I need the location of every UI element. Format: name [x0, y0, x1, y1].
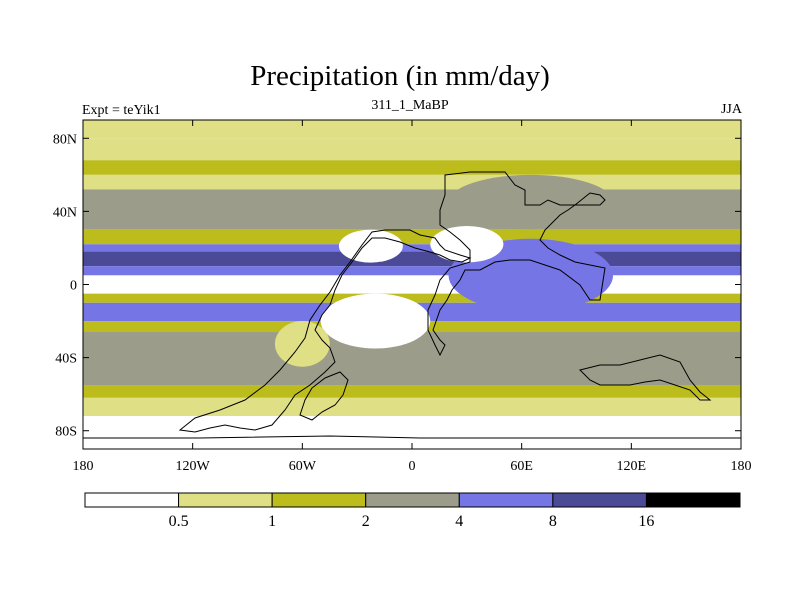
precip-region-south-america-dry	[274, 321, 330, 367]
colorbar-label: 4	[455, 513, 463, 530]
chart-title: Precipitation (in mm/day)	[250, 60, 550, 92]
precip-band	[83, 229, 741, 245]
precip-band	[83, 275, 741, 294]
precip-region-south-atlantic-dry	[320, 293, 431, 349]
precip-band	[83, 120, 741, 139]
precip-field	[83, 120, 741, 449]
precip-band	[83, 160, 741, 175]
x-tick-label: 60W	[289, 459, 317, 474]
precip-band	[83, 138, 741, 161]
x-tick-label: 120W	[176, 459, 211, 474]
colorbar-swatch	[271, 492, 367, 508]
colorbar-swatch	[178, 492, 273, 508]
season-label: JJA	[720, 102, 742, 117]
coastline	[83, 435, 741, 439]
precip-band	[83, 385, 741, 398]
experiment-label: Expt = teYik1	[82, 103, 161, 118]
colorbar: 0.5 1 2 4 8 16	[84, 492, 741, 530]
precip-band	[83, 266, 741, 276]
precip-region-sahara-arabia-dry	[430, 226, 504, 263]
y-tick-label: 0	[70, 279, 77, 294]
precip-band	[83, 293, 741, 303]
precip-band	[83, 244, 741, 252]
colorbar-swatch	[552, 492, 647, 508]
y-tick-label: 40S	[55, 352, 77, 367]
precip-band	[83, 189, 741, 230]
x-tick-label: 180	[73, 459, 94, 474]
time-label: 311_1_MaBP	[371, 98, 449, 113]
precip-band	[83, 174, 741, 190]
x-tick-label: 60E	[510, 459, 533, 474]
x-tick-label: 0	[409, 459, 416, 474]
y-tick-label: 80S	[55, 425, 77, 440]
colorbar-label: 0.5	[169, 513, 189, 530]
precip-regions	[274, 174, 614, 367]
y-tick-label: 40N	[53, 205, 77, 220]
colorbar-label: 1	[268, 513, 276, 530]
precip-region-north-atlantic-dry	[338, 229, 403, 263]
y-tick-label: 80N	[53, 132, 77, 147]
precip-band	[83, 251, 741, 267]
coastline	[299, 371, 349, 421]
coastlines	[83, 171, 741, 439]
precip-region-asia-interior	[448, 174, 614, 230]
colorbar-swatch	[645, 492, 741, 508]
colorbar-swatch	[84, 492, 180, 508]
precip-band	[83, 397, 741, 417]
x-axis: 180 120W 60W 0 60E 120E 180	[73, 120, 752, 474]
y-axis: 80N 40N 0 40S 80S	[53, 132, 741, 440]
colorbar-swatch	[365, 492, 460, 508]
coastline	[579, 354, 712, 401]
x-tick-label: 120E	[617, 459, 647, 474]
colorbar-label: 8	[549, 513, 557, 530]
coastline	[178, 229, 472, 433]
colorbar-swatch	[458, 492, 554, 508]
x-tick-label: 180	[731, 459, 752, 474]
colorbar-label: 16	[638, 513, 654, 530]
colorbar-label: 2	[362, 513, 370, 530]
coastline	[427, 171, 606, 357]
